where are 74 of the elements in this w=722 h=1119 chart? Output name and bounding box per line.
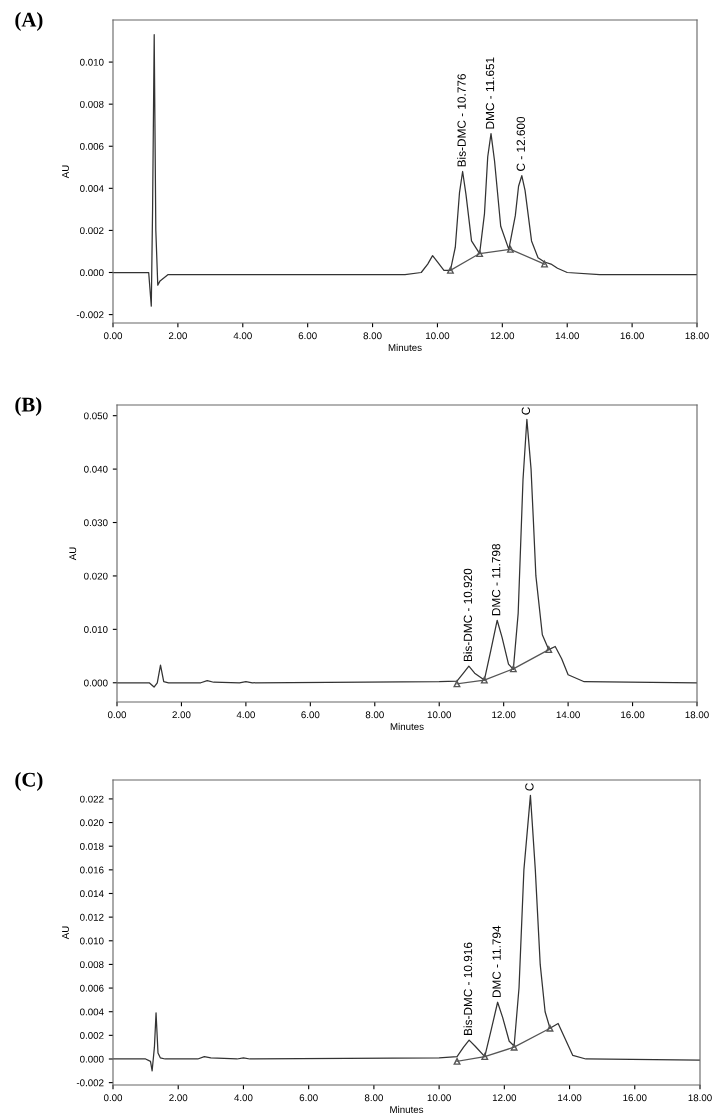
x-tick-label: 8.00 — [364, 1094, 383, 1102]
annotation: DMC - 11.798 — [491, 544, 501, 616]
x-tick-label: 12.00 — [492, 711, 516, 719]
y-tick-label: -0.002 — [76, 1079, 104, 1087]
x-tick-label: 6.00 — [301, 711, 320, 719]
x-tick-label: 10.00 — [427, 1094, 451, 1102]
x-tick-label: 18.00 — [688, 1094, 712, 1102]
y-tick-label: 0.010 — [80, 937, 104, 945]
x-tick-label: 10.00 — [426, 332, 450, 340]
y-tick-label: 0.004 — [80, 1008, 104, 1016]
x-tick-label: 6.00 — [298, 332, 317, 340]
y-tick-label: 0.006 — [80, 142, 104, 150]
x-tick-label: 8.00 — [363, 332, 382, 340]
annotation: Bis-DMC - 10.920 — [463, 568, 473, 662]
y-tick-label: 0.040 — [84, 465, 108, 473]
x-tick-label: 16.00 — [621, 711, 645, 719]
x-tick-label: 0.00 — [103, 332, 123, 340]
x-tick-label: 10.00 — [427, 711, 452, 719]
y-tick-label: 0.008 — [80, 100, 104, 108]
x-tick-label: 14.00 — [556, 711, 580, 719]
y-tick-label: 0.000 — [80, 269, 104, 277]
y-tick-label: 0.020 — [80, 819, 104, 827]
x-tick-label: 4.00 — [234, 1094, 253, 1102]
x-tick-label: 12.00 — [490, 332, 515, 340]
y-axis-title: AU — [62, 165, 69, 179]
y-tick-label: 0.002 — [80, 227, 104, 235]
x-tick-label: 18.00 — [685, 332, 709, 340]
y-tick-label: 0.014 — [80, 890, 104, 898]
x-tick-label: 0.00 — [107, 711, 127, 719]
y-tick-label: 0.018 — [80, 842, 104, 850]
y-tick-label: 0.000 — [84, 679, 108, 687]
y-axis-title: AU — [62, 926, 69, 940]
annotation: Bis-DMC - 10.776 — [457, 74, 466, 167]
chart-title: (C) — [15, 772, 43, 791]
y-tick-label: 0.010 — [84, 626, 108, 633]
x-axis-title: Minutes — [390, 1105, 424, 1114]
x-tick-label: 16.00 — [620, 332, 644, 340]
y-tick-label: 0.020 — [84, 572, 108, 580]
annotation: C — [525, 783, 534, 791]
annotation: DMC - 11.651 — [485, 57, 495, 129]
y-tick-label: 0.010 — [80, 58, 104, 66]
y-tick-label: 0.008 — [80, 961, 104, 969]
x-tick-label: 2.00 — [169, 1094, 188, 1102]
annotation: DMC - 11.794 — [492, 925, 501, 998]
y-tick-label: 0.050 — [84, 412, 108, 420]
x-tick-label: 12.00 — [492, 1094, 517, 1102]
x-tick-label: 8.00 — [365, 711, 384, 719]
y-axis-title: AU — [69, 547, 77, 561]
y-tick-label: 0.000 — [80, 1055, 104, 1063]
x-tick-label: 16.00 — [623, 1094, 647, 1102]
annotation: Bis-DMC - 10.916 — [463, 942, 473, 1035]
x-tick-label: 2.00 — [168, 332, 187, 340]
x-axis-title: Minutes — [390, 722, 424, 731]
y-tick-label: 0.006 — [80, 984, 104, 992]
y-tick-label: 0.030 — [84, 519, 108, 527]
x-tick-label: 18.00 — [685, 711, 709, 719]
x-tick-label: 14.00 — [558, 1094, 582, 1102]
x-axis-title: Minutes — [388, 343, 422, 352]
annotation: C - 12.600 — [516, 116, 525, 171]
y-tick-label: 0.022 — [80, 795, 104, 803]
x-tick-label: 4.00 — [233, 332, 252, 340]
x-tick-label: 0.00 — [103, 1094, 123, 1102]
y-tick-label: 0.012 — [80, 913, 104, 921]
x-tick-label: 6.00 — [299, 1094, 318, 1102]
chart-title: (A) — [15, 12, 43, 31]
y-tick-label: 0.016 — [80, 866, 104, 874]
y-tick-label: -0.002 — [76, 311, 104, 319]
chart-title: (B) — [15, 397, 42, 416]
x-tick-label: 4.00 — [236, 711, 255, 719]
x-tick-label: 2.00 — [172, 711, 191, 719]
y-tick-label: 0.002 — [80, 1032, 104, 1039]
x-tick-label: 14.00 — [555, 332, 580, 340]
annotation: C — [521, 407, 531, 415]
y-tick-label: 0.004 — [80, 185, 104, 192]
